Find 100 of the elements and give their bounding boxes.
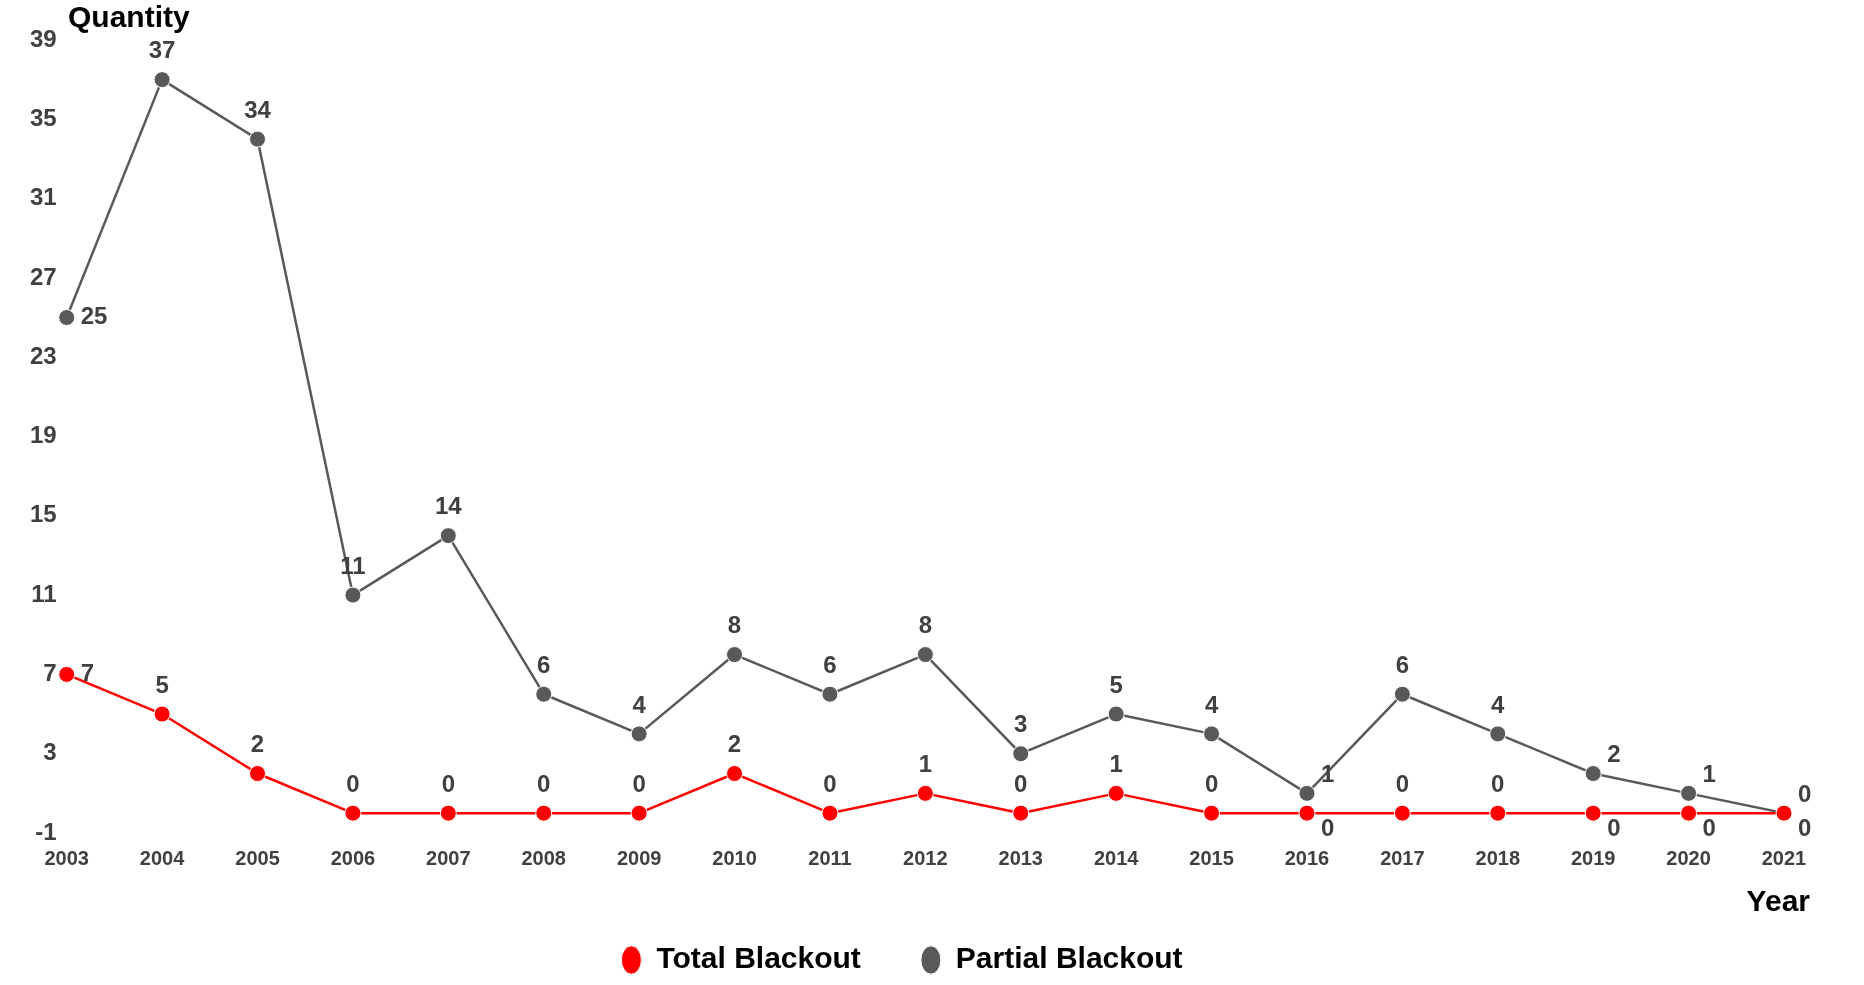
x-tick-label: 2017 [1380,846,1425,869]
data-label: 0 [1491,769,1505,797]
data-label: 2 [250,730,265,758]
point [249,130,267,148]
data-label: 25 [80,302,108,330]
data-label: 1 [1702,759,1716,787]
data-label: 8 [918,611,933,639]
data-label: 0 [441,769,455,797]
point [153,71,171,89]
x-tick-label: 2016 [1284,846,1330,869]
point [535,685,553,703]
y-tick-label: 35 [29,103,57,131]
point [1298,804,1316,822]
data-label: 6 [823,650,837,678]
point [1584,765,1602,783]
x-tick-label: 2019 [1570,846,1616,869]
y-tick-label: 31 [29,183,57,211]
point [1298,784,1316,802]
point [344,804,362,822]
data-label: 0 [1395,769,1410,797]
x-tick-label: 2013 [998,846,1043,869]
data-label: 0 [1014,769,1028,797]
y-tick-label: 11 [31,579,57,607]
y-tick-label: -1 [35,817,57,845]
point [1203,725,1221,743]
y-tick-label: 19 [29,421,57,449]
data-label: 5 [155,670,169,698]
data-label: 2 [727,730,742,758]
point [1393,804,1411,822]
y-tick-label: 3 [43,738,57,766]
point [1107,705,1125,723]
data-label: 14 [434,492,463,520]
x-tick-label: 2018 [1475,846,1521,869]
point [1680,804,1698,822]
y-tick-label: 23 [29,341,57,369]
data-label: 5 [1109,670,1123,698]
data-label: 34 [244,95,272,123]
x-tick-label: 2010 [712,846,757,869]
point [821,804,839,822]
data-label: 8 [727,611,742,639]
data-label: 0 [1702,813,1716,841]
point [1107,784,1125,802]
y-tick-label: 39 [29,24,57,52]
point [726,646,744,664]
point [916,646,934,664]
point [58,309,76,327]
data-label: 0 [1798,813,1812,841]
point [439,804,457,822]
data-label: 1 [918,749,933,777]
point [1489,725,1507,743]
data-label: 4 [632,690,647,718]
data-label: 4 [1491,690,1506,718]
legend-label: Total Blackout [656,941,861,975]
point [1203,804,1221,822]
x-tick-label: 2020 [1666,846,1711,869]
x-tick-label: 2007 [426,846,471,869]
point [439,527,457,545]
point [630,725,648,743]
x-tick-label: 2008 [521,846,566,869]
data-label: 7 [80,659,95,687]
data-label: 0 [1204,769,1219,797]
point [535,804,553,822]
data-label: 0 [537,769,551,797]
point [249,765,267,783]
x-tick-label: 2006 [330,846,376,869]
data-label: 0 [1320,813,1335,841]
data-label: 1 [1109,749,1123,777]
x-tick-label: 2003 [44,846,89,869]
point [344,586,362,604]
y-tick-label: 27 [29,262,57,290]
point [1393,685,1411,703]
point [726,765,744,783]
x-axis-title: Year [1746,884,1811,918]
point [1489,804,1507,822]
point [153,705,171,723]
data-label: 37 [148,36,176,64]
data-label: 0 [632,769,646,797]
x-tick-label: 2014 [1093,846,1140,869]
y-tick-label: 15 [29,500,57,528]
legend-label: Partial Blackout [955,941,1183,975]
x-tick-label: 2005 [235,846,280,869]
point [1012,745,1030,763]
y-tick-label: 7 [43,659,57,687]
data-label: 0 [1798,779,1812,807]
data-label: 6 [1395,650,1410,678]
data-label: 0 [346,769,360,797]
x-tick-label: 2004 [139,846,186,869]
x-tick-label: 2009 [616,846,662,869]
data-label: 2 [1607,740,1621,768]
point [916,784,934,802]
point [1012,804,1030,822]
point [1584,804,1602,822]
point [58,665,76,683]
x-tick-label: 2015 [1189,846,1234,869]
data-label: 4 [1204,690,1219,718]
data-label: 0 [1607,813,1621,841]
y-axis-title: Quantity [68,0,190,34]
data-label: 0 [823,769,837,797]
point [1680,784,1698,802]
data-label: 6 [537,650,551,678]
